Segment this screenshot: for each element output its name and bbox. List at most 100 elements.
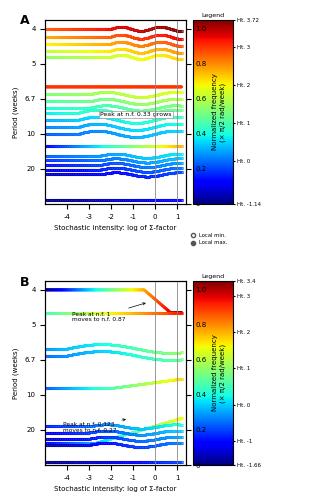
Point — [112, 83, 117, 91]
Point — [110, 286, 116, 294]
Point — [91, 286, 96, 294]
Point — [96, 286, 101, 294]
Point — [56, 83, 62, 91]
Point — [85, 83, 90, 91]
Point — [144, 83, 149, 91]
Point — [156, 298, 162, 306]
Text: Peak at n.f. 0.33 grows: Peak at n.f. 0.33 grows — [100, 112, 172, 117]
Point — [50, 286, 55, 294]
Point — [147, 291, 153, 299]
Point — [134, 286, 139, 294]
Point — [152, 83, 157, 91]
Point — [156, 298, 161, 306]
Point — [157, 83, 162, 91]
Point — [159, 301, 164, 309]
Point — [115, 286, 120, 294]
Point — [176, 83, 181, 91]
Point — [67, 83, 72, 91]
Point — [65, 286, 71, 294]
Point — [130, 286, 135, 294]
Point — [44, 286, 49, 294]
Point — [87, 286, 92, 294]
Point — [102, 286, 108, 294]
Point — [98, 286, 103, 294]
Point — [75, 286, 81, 294]
Point — [88, 83, 93, 91]
Point — [116, 286, 121, 294]
Point — [72, 286, 77, 294]
Point — [114, 286, 119, 294]
Point — [133, 286, 138, 294]
Point — [160, 83, 166, 91]
Point — [43, 286, 49, 294]
Point — [149, 292, 154, 300]
Point — [58, 286, 63, 294]
Point — [99, 83, 105, 91]
Point — [69, 286, 74, 294]
Point — [48, 286, 53, 294]
Point — [80, 286, 85, 294]
Point — [133, 286, 138, 294]
Point — [47, 83, 52, 91]
Point — [130, 83, 135, 91]
Point — [82, 286, 87, 294]
Point — [63, 83, 68, 91]
Point — [148, 292, 153, 300]
Point — [56, 286, 61, 294]
Point — [97, 286, 102, 294]
Point — [158, 300, 164, 308]
Point — [75, 286, 80, 294]
Point — [149, 83, 155, 91]
Point — [63, 286, 68, 294]
Point — [92, 286, 97, 294]
Point — [48, 83, 53, 91]
Point — [150, 83, 156, 91]
Point — [128, 83, 133, 91]
Point — [145, 288, 150, 296]
Point — [165, 83, 170, 91]
Point — [141, 286, 146, 294]
Point — [138, 286, 143, 294]
Point — [117, 83, 122, 91]
Point — [132, 83, 137, 91]
Point — [169, 308, 175, 316]
Point — [74, 286, 79, 294]
Point — [151, 294, 156, 302]
Point — [120, 83, 125, 91]
Point — [95, 286, 100, 294]
Point — [116, 83, 121, 91]
Point — [176, 308, 181, 316]
Point — [160, 83, 165, 91]
Point — [124, 83, 129, 91]
Point — [119, 83, 124, 91]
Point — [125, 286, 130, 294]
Point — [53, 83, 58, 91]
Point — [112, 286, 118, 294]
Point — [76, 83, 81, 91]
Point — [99, 83, 104, 91]
Point — [173, 83, 178, 91]
Point — [117, 83, 122, 91]
Point — [144, 288, 149, 296]
Point — [121, 286, 126, 294]
Point — [75, 83, 80, 91]
Point — [175, 308, 180, 316]
Point — [133, 83, 138, 91]
Point — [169, 83, 174, 91]
Point — [155, 83, 160, 91]
Point — [53, 286, 58, 294]
Point — [174, 308, 179, 316]
Point — [140, 83, 145, 91]
Point — [108, 286, 113, 294]
Point — [97, 83, 102, 91]
Point — [54, 83, 59, 91]
Point — [160, 302, 166, 310]
Point — [168, 308, 173, 316]
Point — [121, 83, 126, 91]
Point — [62, 83, 67, 91]
Point — [163, 83, 168, 91]
Point — [43, 83, 49, 91]
Point — [58, 83, 63, 91]
Point — [43, 83, 48, 91]
Point — [70, 286, 75, 294]
